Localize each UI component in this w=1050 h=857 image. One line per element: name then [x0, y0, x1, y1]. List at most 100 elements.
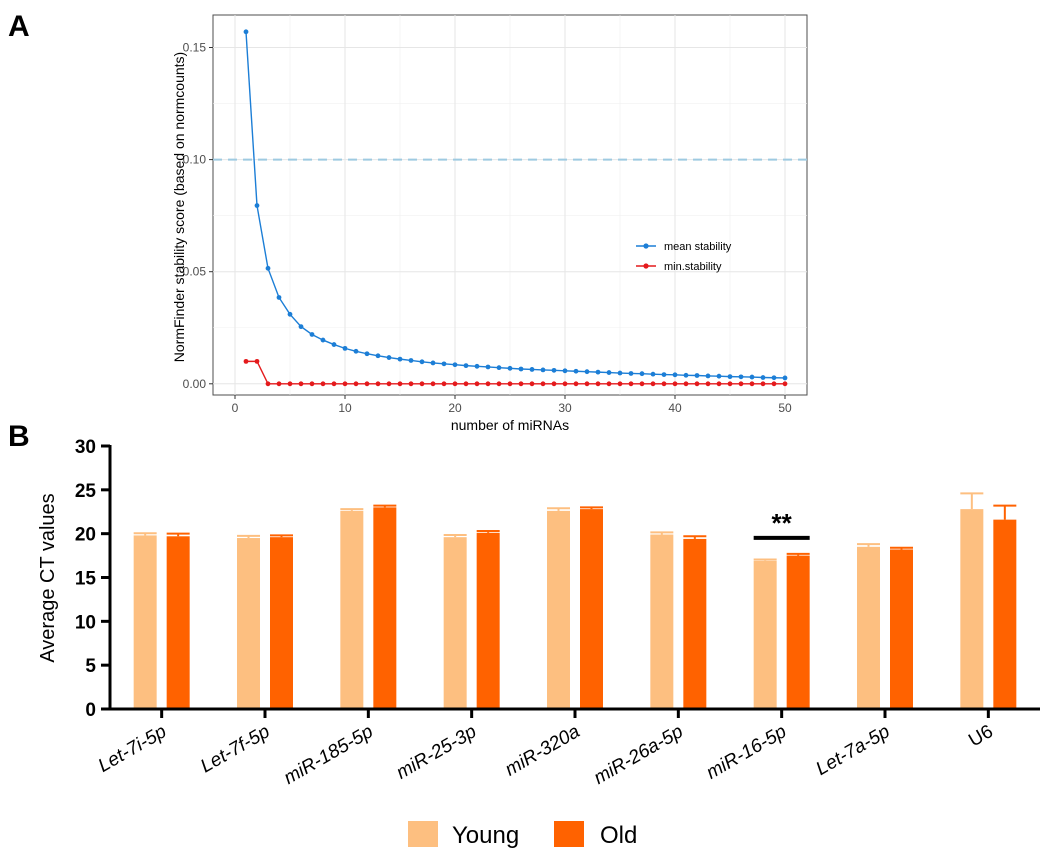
min-stability-point: [540, 381, 546, 387]
mean-stability-point: [716, 373, 722, 379]
min-stability-point: [760, 381, 766, 387]
mean-stability-point: [507, 365, 513, 371]
mean-stability-point: [584, 369, 590, 375]
y-tick-label: 15: [75, 569, 97, 590]
bar-young: [340, 510, 364, 709]
legend-young-swatch: [408, 821, 438, 847]
plot-a-x-axis-title: number of miRNAs: [451, 417, 569, 433]
min-stability-point: [771, 381, 777, 387]
min-stability-point: [463, 381, 469, 387]
panel-b-bar-chart: 0 5 10 15 20 25 30 Let-7i-5p Let-7f-5p miR-185-5…: [37, 437, 1040, 849]
bar-old: [270, 537, 293, 709]
mean-stability-point: [705, 373, 711, 379]
panel-b-letter: B: [8, 420, 30, 453]
legend-min-label: min.stability: [664, 261, 722, 273]
mean-stability-point: [650, 371, 656, 377]
bar-old: [890, 549, 913, 709]
legend-mean-marker: [643, 243, 649, 249]
bar-old: [580, 509, 603, 709]
mean-stability-point: [463, 363, 469, 369]
mean-stability-point: [595, 369, 601, 375]
bar-young: [547, 510, 570, 709]
bar-old: [373, 507, 397, 709]
mean-stability-point: [551, 367, 557, 373]
legend-old-swatch: [554, 821, 584, 847]
min-stability-point: [254, 358, 260, 364]
mean-stability-point: [309, 332, 315, 337]
mean-stability-point: [474, 363, 480, 369]
mean-stability-point: [518, 366, 524, 372]
mean-stability-point: [441, 361, 447, 367]
min-stability-point: [650, 381, 656, 387]
bar-old: [683, 538, 707, 709]
min-stability-point: [749, 381, 755, 387]
min-stability-point: [782, 381, 788, 387]
mean-stability-point: [452, 362, 458, 368]
x-tick-label: Let-7a-5p: [813, 721, 894, 780]
bar-young: [237, 538, 260, 709]
mean-stability-point: [672, 372, 678, 378]
min-stability-point: [661, 381, 667, 387]
mean-stability-point: [683, 372, 689, 378]
significance-stars: **: [772, 508, 793, 538]
x-tick-label: 20: [448, 401, 462, 415]
min-stability-point: [430, 381, 436, 387]
min-stability-point: [617, 381, 623, 387]
min-stability-point: [397, 381, 403, 387]
mean-stability-point: [771, 375, 777, 381]
plot-a-series: [243, 29, 788, 387]
x-tick-label: 0: [232, 401, 239, 415]
mean-stability-point: [639, 371, 645, 377]
min-stability-point: [309, 381, 315, 387]
min-stability-point: [485, 381, 491, 387]
mean-stability-point: [694, 373, 700, 378]
mean-stability-point: [243, 29, 249, 35]
min-stability-point: [716, 381, 722, 387]
plot-a-gridlines: [213, 15, 807, 395]
min-stability-point: [584, 381, 590, 387]
min-stability-point: [375, 381, 381, 387]
x-tick-label: 10: [338, 401, 352, 415]
min-stability-point: [595, 381, 601, 387]
mean-stability-point: [364, 351, 370, 357]
bar-old: [476, 532, 500, 709]
plot-b-annotations: **: [753, 508, 810, 540]
mean-stability-point: [331, 342, 337, 347]
min-stability-point: [529, 381, 535, 387]
mean-stability-point: [276, 295, 282, 300]
mean-stability-point: [397, 356, 403, 362]
mean-stability-point: [540, 367, 546, 373]
y-tick-label: 5: [85, 656, 96, 677]
mean-stability-point: [265, 265, 271, 271]
y-tick-label: 20: [75, 525, 96, 546]
mean-stability-point: [419, 359, 425, 365]
min-stability-point: [474, 381, 480, 387]
mean-stability-point: [386, 355, 392, 360]
plot-a-x-tick-labels: 0 10 20 30 40 50: [232, 395, 792, 415]
bar-young: [857, 546, 880, 709]
y-tick-label: 0.15: [183, 41, 207, 55]
min-stability-point: [562, 381, 568, 387]
x-tick-label: U6: [965, 721, 997, 751]
mean-stability-point: [375, 353, 381, 359]
y-tick-label: 0.05: [183, 265, 207, 279]
mean-stability-point: [496, 365, 502, 371]
legend-old-label: Old: [600, 822, 637, 849]
x-tick-label: miR-25-3p: [393, 721, 480, 784]
bar-old: [166, 536, 190, 709]
min-stability-point: [287, 381, 293, 387]
plot-a-y-axis-title: NormFinder stability score (based on nor…: [171, 52, 187, 362]
min-stability-point: [694, 381, 700, 387]
mean-stability-point: [738, 374, 744, 380]
min-stability-point: [705, 381, 711, 387]
mean-stability-point: [254, 203, 260, 208]
bar-old: [993, 519, 1017, 709]
y-tick-label: 0: [85, 700, 96, 721]
x-tick-label: 50: [778, 401, 792, 415]
min-stability-point: [320, 381, 326, 387]
min-stability-point: [364, 381, 370, 387]
y-tick-label: 25: [75, 481, 97, 502]
min-stability-point: [639, 381, 645, 387]
mean-stability-point: [617, 370, 623, 376]
mean-stability-point: [529, 367, 535, 372]
